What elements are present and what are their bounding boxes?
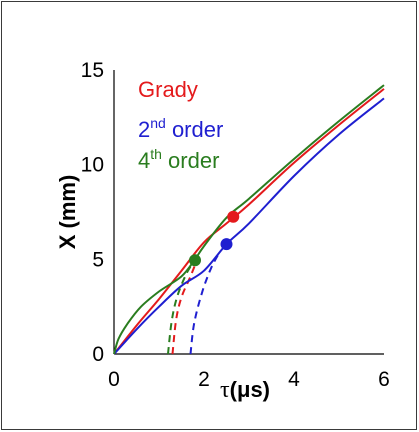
series-group <box>113 84 385 355</box>
y-axis-label: X (mm) <box>55 175 80 250</box>
legend-entry: Grady <box>138 77 198 102</box>
x-tick-label: 6 <box>378 368 390 391</box>
legend-entry-suffix: order <box>162 148 219 173</box>
series-2nd-order-line <box>113 97 385 355</box>
legend-entry-text: Grady <box>138 77 198 102</box>
series-grady-dashed-line <box>171 258 199 355</box>
series-4th-order-dashed-line <box>167 260 195 355</box>
legend-entry: 4th order <box>138 146 219 173</box>
legend-entry-superscript: th <box>150 146 162 162</box>
legend-entry-text: 2 <box>138 117 150 142</box>
legend-entry-text: 4 <box>138 148 150 173</box>
y-tick-label: 5 <box>92 248 104 271</box>
x-tick-labels: 0 2 4 6 <box>108 368 390 391</box>
series-2nd-order-marker <box>220 238 233 251</box>
series-2nd-order-dashed-line <box>189 251 221 355</box>
series-grady-marker <box>227 210 240 223</box>
y-tick-label: 10 <box>81 154 104 177</box>
x-axis-label-unit: (μs) <box>230 377 270 402</box>
x-axis-label: τ(μs) <box>220 377 270 403</box>
series-4th-order-marker <box>189 254 201 267</box>
legend-entry-suffix: order <box>166 117 223 142</box>
legend-entry-superscript: nd <box>150 115 166 131</box>
x-axis-label-symbol: τ <box>220 377 230 403</box>
x-tick-label: 0 <box>108 368 120 391</box>
x-tick-label: 2 <box>198 368 210 391</box>
y-tick-labels: 0 5 10 15 <box>81 59 104 366</box>
x-tick-label: 4 <box>288 368 300 391</box>
y-tick-label: 15 <box>81 59 104 82</box>
y-tick-label: 0 <box>92 343 104 366</box>
legend-entry: 2nd order <box>138 115 223 142</box>
